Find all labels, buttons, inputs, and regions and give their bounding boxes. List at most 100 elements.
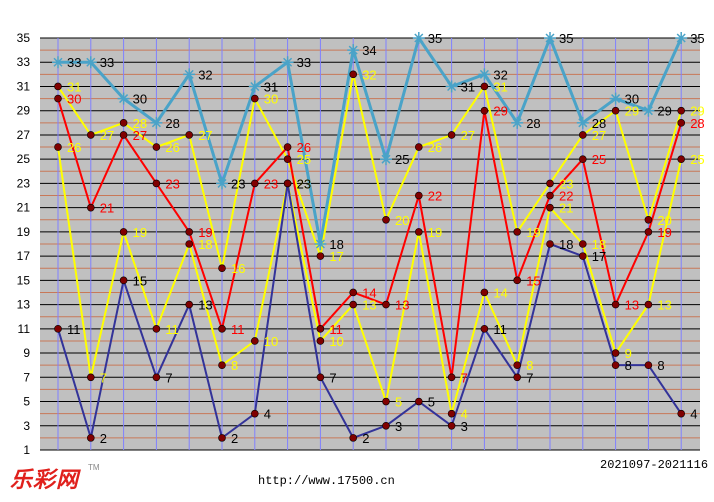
data-point-marker — [87, 131, 95, 139]
y-tick-label: 31 — [17, 79, 31, 93]
data-label: 26 — [297, 140, 311, 155]
data-point-marker — [281, 56, 294, 69]
data-label: 31 — [493, 79, 507, 94]
data-label: 13 — [362, 298, 376, 313]
data-label: 33 — [100, 55, 114, 70]
data-label: 23 — [165, 176, 179, 191]
data-point-marker — [218, 325, 226, 333]
data-point-marker — [414, 397, 423, 406]
data-label: 2 — [100, 431, 107, 446]
y-tick-label: 35 — [17, 31, 31, 45]
data-point-marker — [218, 361, 226, 369]
data-label: 20 — [395, 213, 409, 228]
data-point-marker — [54, 143, 62, 151]
data-label: 21 — [100, 201, 114, 216]
data-point-marker — [513, 361, 522, 369]
data-label: 4 — [264, 407, 271, 422]
data-label: 7 — [165, 370, 172, 385]
data-point-marker — [382, 215, 390, 224]
star-stroke — [381, 154, 391, 164]
data-label: 22 — [559, 189, 573, 204]
data-point-marker — [87, 203, 95, 212]
star-stroke — [578, 118, 588, 128]
data-point-marker — [412, 32, 425, 44]
data-label: 30 — [625, 92, 639, 107]
data-point-marker — [578, 131, 587, 139]
star-stroke — [151, 118, 161, 128]
trademark-mark: TM — [88, 463, 100, 472]
data-point-marker — [513, 276, 522, 285]
website-url[interactable]: http://www.17500.cn — [258, 474, 395, 488]
data-point-marker — [382, 300, 390, 309]
data-label: 21 — [559, 201, 573, 216]
data-point-marker — [185, 131, 193, 139]
data-point-marker — [677, 155, 686, 163]
y-tick-label: 13 — [17, 298, 31, 312]
data-point-marker — [251, 94, 259, 103]
series-line — [57, 73, 683, 270]
data-label: 17 — [329, 249, 343, 264]
data-label: 31 — [264, 79, 278, 94]
data-point-marker — [644, 361, 653, 369]
star-stroke — [86, 57, 96, 67]
y-tick-label: 17 — [17, 249, 31, 263]
y-tick-label: 7 — [23, 370, 30, 384]
data-point-marker — [414, 143, 423, 151]
data-label: 13 — [625, 298, 639, 313]
data-point-marker — [382, 421, 390, 430]
data-label: 7 — [461, 370, 468, 385]
data-point-marker — [414, 191, 423, 200]
data-point-marker — [513, 373, 522, 382]
data-point-marker — [447, 421, 456, 430]
data-label: 23 — [231, 176, 245, 191]
data-label: 5 — [395, 395, 402, 410]
series-line — [58, 36, 683, 246]
data-label: 35 — [428, 31, 442, 46]
series-line — [57, 146, 683, 415]
data-label: 32 — [362, 67, 376, 82]
data-point-marker — [644, 228, 653, 236]
data-label: 26 — [428, 140, 442, 155]
data-point-marker — [347, 44, 360, 57]
data-label: 15 — [133, 273, 147, 288]
data-label: 28 — [133, 116, 147, 131]
data-point-marker — [283, 179, 292, 188]
grid-lines — [40, 37, 700, 451]
data-point-marker — [480, 325, 489, 333]
data-point-marker — [54, 82, 62, 91]
data-point-marker — [84, 56, 97, 69]
data-label: 18 — [329, 237, 343, 252]
data-label: 33 — [297, 55, 311, 70]
star-stroke — [348, 45, 358, 55]
data-label: 28 — [592, 116, 606, 131]
period-range-label: 2021097-2021116 — [600, 458, 709, 472]
data-label: 2 — [231, 431, 238, 446]
data-label: 10 — [329, 334, 343, 349]
data-label: 15 — [526, 273, 540, 288]
data-label: 30 — [133, 92, 147, 107]
data-label: 19 — [657, 225, 671, 240]
data-point-marker — [513, 228, 522, 236]
data-point-marker — [185, 240, 193, 248]
data-point-marker — [316, 325, 325, 333]
data-label: 25 — [395, 152, 409, 167]
data-point-marker — [609, 92, 622, 105]
data-label: 19 — [198, 225, 212, 240]
data-point-marker — [480, 82, 489, 91]
data-point-marker — [314, 238, 327, 250]
data-label: 26 — [67, 140, 81, 155]
star-stroke — [447, 81, 457, 92]
data-point-marker — [445, 80, 458, 93]
data-point-marker — [349, 434, 358, 442]
data-label: 8 — [625, 358, 632, 373]
data-point-marker — [546, 240, 554, 248]
data-label: 7 — [526, 370, 533, 385]
data-label: 8 — [231, 358, 238, 373]
data-label: 33 — [67, 55, 81, 70]
data-point-marker — [546, 191, 554, 200]
data-label: 7 — [100, 370, 107, 385]
data-point-marker — [675, 32, 688, 44]
data-point-marker — [150, 116, 163, 129]
